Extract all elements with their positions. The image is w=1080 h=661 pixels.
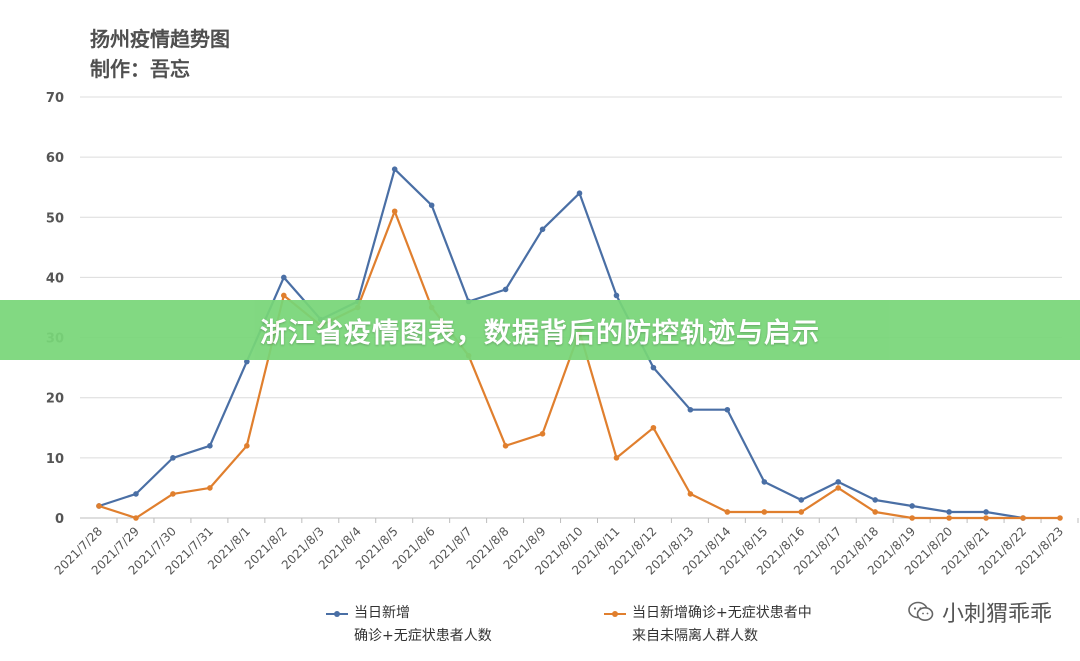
y-tick-label: 40 [46,271,64,286]
series-1-point [391,166,398,172]
series-2-line [98,210,1060,520]
series-2-point [281,292,287,299]
legend-label-series-2-line2: 来自未隔离人群人数 [632,628,758,644]
y-tick-label: 10 [46,452,64,467]
y-tick-label: 0 [55,512,64,527]
series-1-point [428,202,435,209]
series-2-point [170,491,176,497]
series-2-point [502,443,509,449]
legend-swatch-series-2 [604,610,626,617]
series-1-point [281,274,287,281]
series-2-point [835,485,842,491]
series-1-point [724,406,731,413]
series-1-point [946,509,952,515]
legend-item-series-2: 当日新增确诊+无症状患者中 来自未隔离人群人数 [604,602,812,648]
series-2-point [96,503,102,509]
series-1-point [909,503,915,509]
series-2-point [798,509,805,515]
wechat-icon [908,601,934,621]
y-tick-label: 20 [46,392,64,407]
series-2-point [1020,515,1026,521]
title-block: 扬州疫情趋势图 制作：吾忘 [90,24,230,84]
series-2-point [539,431,546,437]
series-2-point [687,491,694,497]
series-1-point [207,443,213,449]
watermark-text: 小刺猬乖乖 [941,602,1052,627]
series-1-point [761,479,768,485]
series-1-point [133,491,139,497]
chart-author: 制作：吾忘 [90,57,190,81]
series-2-point [946,515,952,521]
headline-banner: 浙江省疫情图表，数据背后的防控轨迹与启示 [0,300,1080,360]
series-1-point [983,509,989,515]
series-2 [96,208,1063,521]
series-2-point [983,515,989,521]
chart-title: 扬州疫情趋势图 [90,27,230,51]
legend-item-series-1: 当日新增 确诊+无症状患者人数 [326,602,492,648]
legend-label-series-2-line1: 当日新增确诊+无症状患者中 [632,605,812,621]
series-1-point [244,358,250,365]
series-2-point [761,509,768,515]
legend-swatch-series-1 [326,610,348,617]
series-2-point [391,208,398,215]
x-axis-ticks: 2021/7/282021/7/292021/7/302021/7/312021… [52,518,1079,578]
series-1-point [576,190,583,197]
series-2-point [650,424,657,431]
watermark: 小刺猬乖乖 [908,596,1052,628]
series-2-point [872,509,878,515]
y-tick-label: 70 [46,91,64,106]
series-1-point [835,479,842,485]
y-tick-label: 50 [46,211,64,226]
series-1-point [170,455,176,461]
series-2-point [724,509,731,515]
series-1-point [502,286,509,293]
legend-label-series-1-line2: 确诊+无症状患者人数 [354,628,492,644]
series-1-point [798,497,805,503]
series-2-point [1057,515,1063,521]
series-1-point [872,497,878,503]
series-1-point [687,406,694,413]
legend-label-series-1-line1: 当日新增 [354,605,410,621]
series-2-point [133,515,139,521]
y-tick-label: 60 [46,151,64,166]
series-1-point [539,226,546,233]
series-2-point [613,455,620,461]
series-2-point [909,515,915,521]
series-1-point [613,292,620,299]
series-1-point [650,364,657,371]
series-2-point [244,443,250,449]
series-2-point [207,485,213,491]
